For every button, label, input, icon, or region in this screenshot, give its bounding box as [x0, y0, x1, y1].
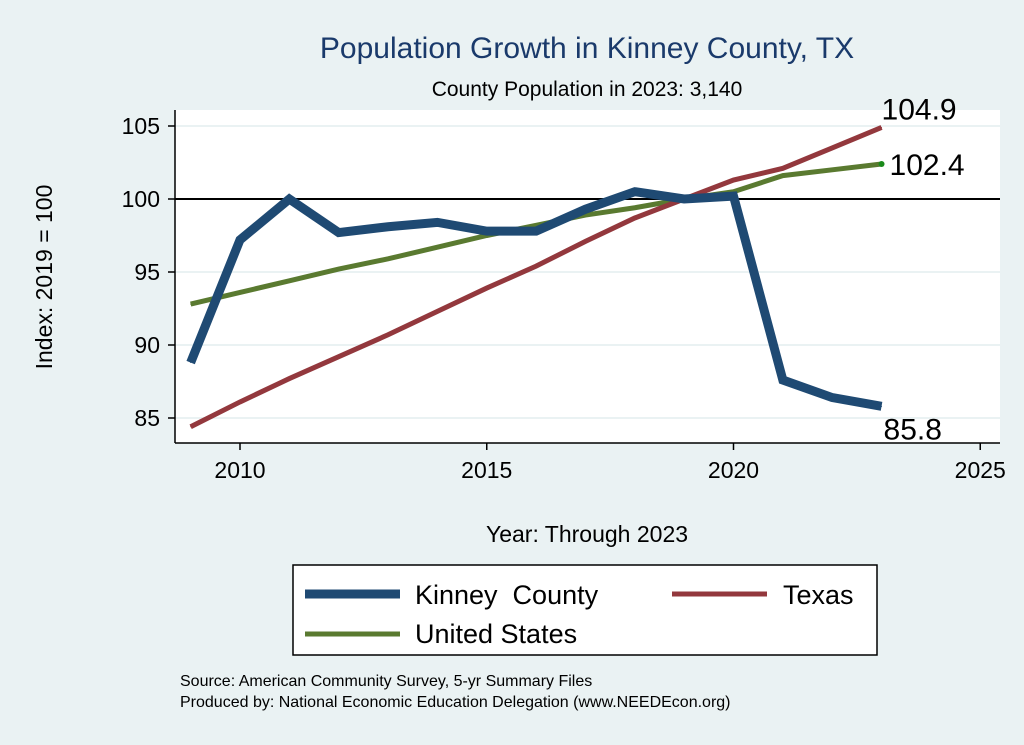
data-point: [634, 217, 636, 219]
data-point: [733, 195, 734, 197]
y-tick-label-90: 90: [134, 332, 160, 358]
legend-label-kinney: Kinney County: [415, 580, 599, 610]
x-axis-label: Year: Through 2023: [486, 521, 688, 547]
y-tick-label-95: 95: [134, 259, 160, 285]
y-tick-label-85: 85: [134, 405, 160, 431]
data-point: [683, 198, 685, 200]
data-point: [535, 265, 537, 267]
data-point: [387, 226, 389, 228]
data-point: [190, 303, 192, 305]
data-point: [782, 167, 784, 169]
x-tick-label-2010: 2010: [214, 457, 265, 483]
data-point: [486, 230, 488, 232]
data-point: [288, 198, 290, 200]
data-point: [881, 405, 883, 407]
data-point: [584, 208, 586, 210]
data-point: [436, 221, 438, 223]
data-point: [535, 224, 537, 226]
data-point: [733, 179, 734, 181]
data-point: [190, 426, 192, 428]
y-axis-label: Index: 2019 = 100: [31, 185, 57, 370]
x-tick-label-2020: 2020: [708, 457, 759, 483]
data-point: [190, 362, 192, 364]
y-tick-label-105: 105: [122, 113, 160, 139]
data-point: [239, 291, 241, 293]
data-point: [831, 169, 833, 171]
data-point: [782, 379, 784, 381]
chart-title: Population Growth in Kinney County, TX: [320, 32, 854, 65]
source-note: Source: American Community Survey, 5-yr …: [180, 673, 592, 690]
data-point: [634, 207, 636, 209]
x-tick-label-2015: 2015: [461, 457, 512, 483]
legend-label-texas: Texas: [783, 580, 854, 610]
data-point: [584, 240, 586, 242]
data-point: [881, 126, 883, 128]
data-point: [782, 175, 784, 177]
data-point: [387, 334, 389, 336]
produced-by-note: Produced by: National Economic Education…: [180, 694, 731, 711]
data-point: [831, 147, 833, 149]
end-label-1: 104.9: [882, 93, 957, 126]
legend-box: [292, 564, 878, 656]
data-point: [634, 191, 636, 193]
chart-subtitle: County Population in 2023: 3,140: [432, 78, 743, 101]
data-point: [436, 246, 438, 248]
y-tick-label-100: 100: [122, 186, 160, 212]
data-point: [288, 280, 290, 282]
legend-label-us: United States: [415, 619, 577, 649]
data-point: [584, 214, 586, 216]
data-point: [288, 378, 290, 380]
end-label-0: 85.8: [884, 413, 942, 446]
data-point: [387, 258, 389, 260]
data-point: [239, 401, 241, 403]
us-end-marker: [878, 160, 885, 167]
end-label-2: 102.4: [890, 149, 965, 182]
data-point: [338, 232, 340, 234]
legend: Kinney County Texas United States: [292, 564, 878, 656]
data-point: [338, 268, 340, 270]
data-point: [831, 397, 833, 399]
data-point: [436, 310, 438, 312]
data-point: [338, 356, 340, 358]
data-point: [535, 230, 537, 232]
data-point: [486, 287, 488, 289]
x-tick-label-2025: 2025: [955, 457, 1006, 483]
data-point: [239, 239, 241, 241]
